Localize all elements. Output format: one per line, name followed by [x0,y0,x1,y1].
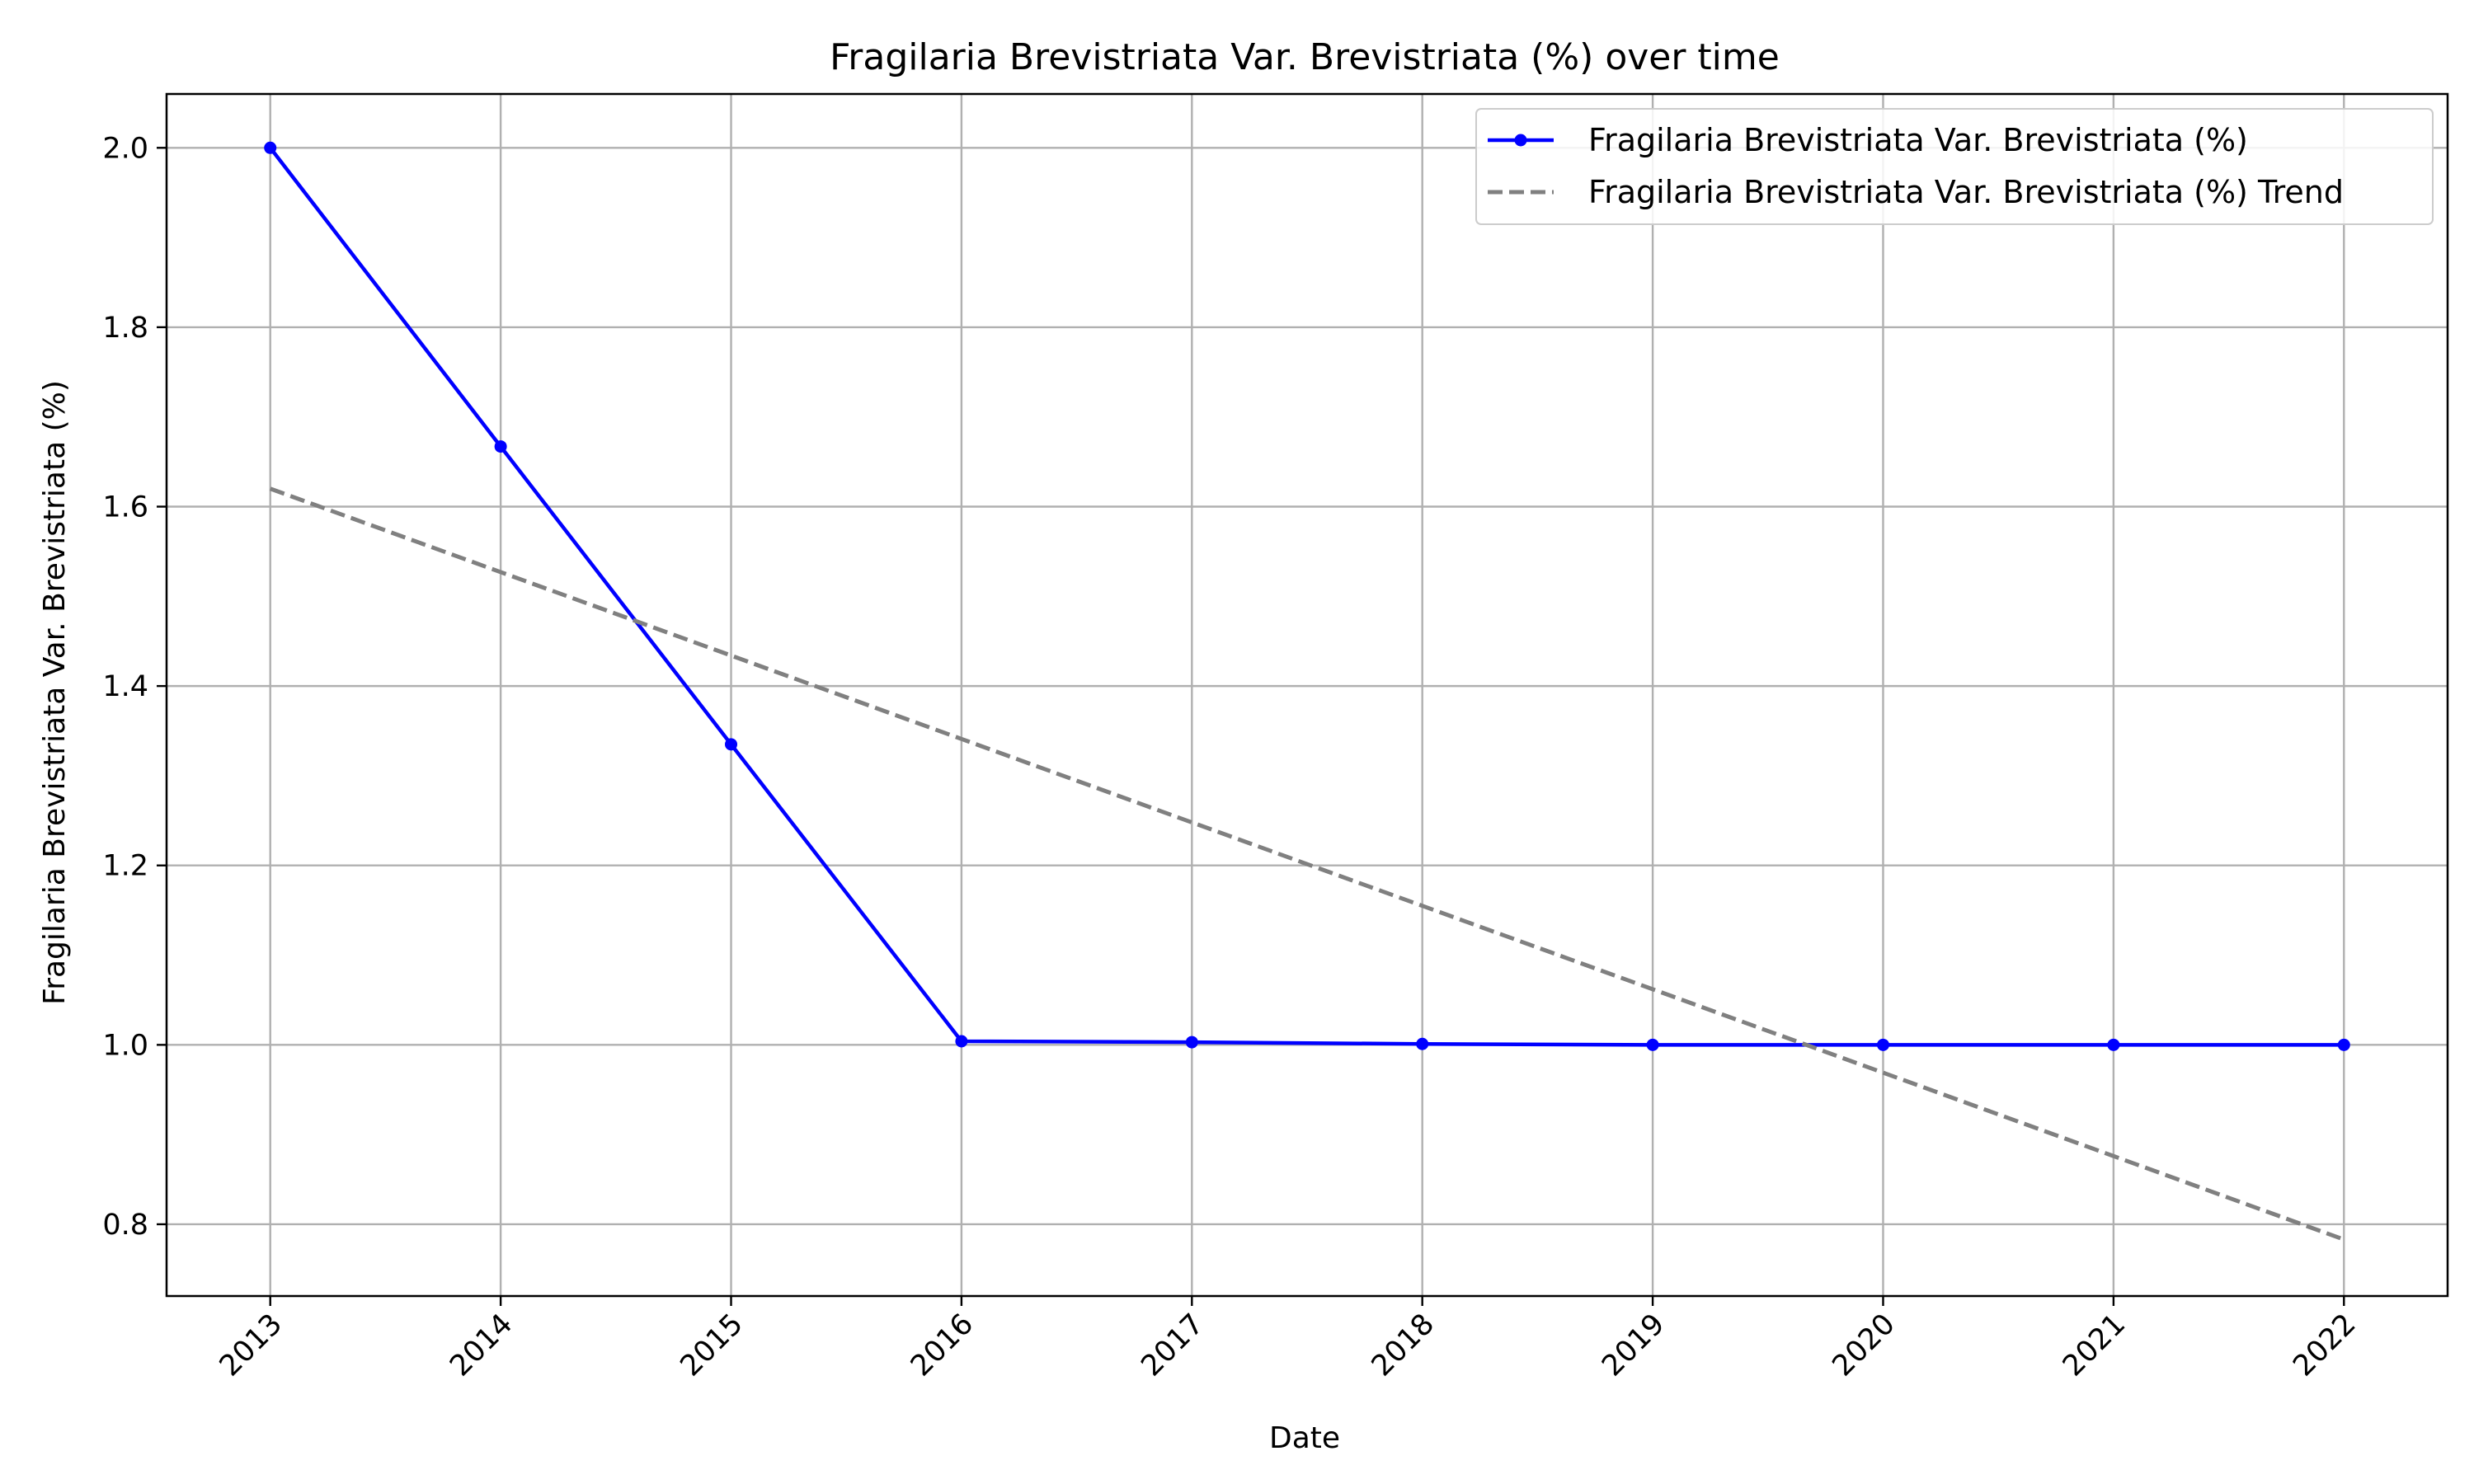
x-tick-label: 2019 [1596,1308,1671,1383]
series-line-2 [269,486,2345,1242]
y-tick-label: 0.8 [102,1209,148,1242]
legend: Fragilaria Brevistriata Var. Brevistriat… [1475,108,2434,225]
data-point [1646,1038,1659,1051]
legend-label-1: Fragilaria Brevistriata Var. Brevistriat… [1588,122,2248,158]
x-tick-label: 2018 [1366,1308,1441,1383]
y-tick-label: 1.8 [102,312,148,345]
plot-frame [165,92,2449,1298]
x-tick-label: 2016 [905,1308,980,1383]
y-axis-ticks: 0.8 1.0 1.2 1.4 1.6 1.8 2.0 [102,132,167,1242]
data-point [1416,1037,1429,1050]
data-point [1185,1036,1198,1049]
x-tick-label: 2021 [2057,1308,2132,1383]
x-tick-label: 2013 [214,1308,289,1383]
legend-box [1475,108,2434,225]
x-tick-label: 2014 [444,1308,519,1383]
y-axis-label: Fragilaria Brevistriata Var. Brevistriat… [38,380,72,1005]
series-layer [264,141,2350,1242]
legend-marker [1514,134,1527,147]
x-tick-label: 2015 [675,1308,750,1383]
series-line-1 [268,146,2345,1047]
data-point [725,738,738,751]
legend-label-2: Fragilaria Brevistriata Var. Brevistriat… [1588,174,2344,210]
chart-title: Fragilaria Brevistriata Var. Brevistriat… [830,36,1780,78]
data-point [1876,1038,1889,1051]
y-tick-label: 2.0 [102,132,148,165]
data-point [2337,1038,2350,1051]
x-axis-label: Date [1269,1421,1340,1455]
y-tick-label: 1.2 [102,850,148,883]
x-tick-label: 2022 [2287,1308,2362,1383]
y-tick-label: 1.4 [102,670,148,703]
y-tick-label: 1.0 [102,1029,148,1062]
data-point [264,141,277,154]
x-axis-ticks: 2013 2014 2015 2016 2017 2018 2019 2020 2021 2022 [214,1296,2363,1383]
data-point [494,440,507,453]
data-point [955,1035,968,1048]
grid [167,94,2448,1296]
data-point [2107,1038,2120,1051]
y-tick-label: 1.6 [102,491,148,524]
x-tick-label: 2020 [1827,1308,1902,1383]
x-tick-label: 2017 [1135,1308,1210,1383]
